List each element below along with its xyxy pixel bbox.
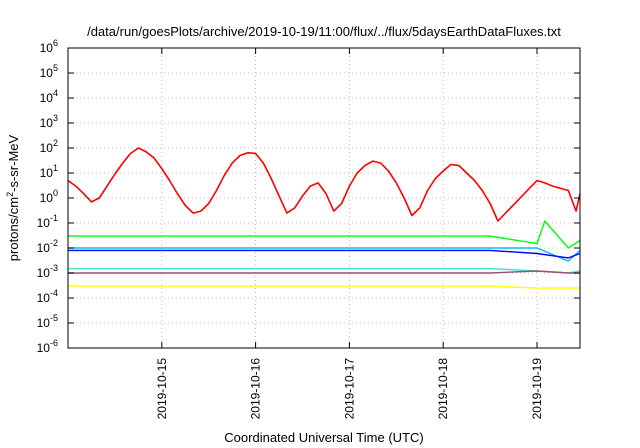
y-tick-exponent: 5 <box>53 63 58 73</box>
y-axis-label-suffix: -s-sr-MeV <box>6 134 21 191</box>
y-tick-label: 106 <box>40 38 58 55</box>
chart-title: /data/run/goesPlots/archive/2019-10-19/1… <box>87 24 561 39</box>
x-axis: 2019-10-15 2019-10-16 2019-10-17 2019-10-18… <box>155 48 544 419</box>
y-tick-base: 10 <box>40 191 54 205</box>
y-tick-base: 10 <box>40 66 54 80</box>
y-tick-base: 10 <box>37 291 51 305</box>
y-tick-base: 10 <box>37 216 51 230</box>
series-line <box>68 249 581 259</box>
y-tick-base: 10 <box>37 341 51 355</box>
y-tick-exponent: 0 <box>53 188 58 198</box>
y-tick-base: 10 <box>40 141 54 155</box>
y-axis-label-superscript: 2 <box>5 192 15 197</box>
y-tick-exponent: 6 <box>53 38 58 48</box>
x-axis-label: Coordinated Universal Time (UTC) <box>224 430 423 445</box>
y-tick-label: 105 <box>40 63 58 80</box>
y-tick-base: 10 <box>37 266 51 280</box>
y-tick-base: 10 <box>40 116 54 130</box>
y-axis: 10-610-510-410-310-210-11001011021031041… <box>37 38 580 355</box>
y-tick-base: 10 <box>40 41 54 55</box>
y-tick-label: 10-2 <box>37 238 58 255</box>
y-tick-base: 10 <box>37 316 51 330</box>
y-axis-label-main: protons/cm <box>6 197 21 261</box>
y-tick-label: 101 <box>40 163 58 180</box>
series-line <box>68 285 580 289</box>
series-line <box>68 220 581 249</box>
y-tick-label: 10-6 <box>37 338 58 355</box>
y-tick-base: 10 <box>40 91 54 105</box>
y-tick-exponent: -2 <box>50 238 58 248</box>
y-tick-exponent: -1 <box>50 213 58 223</box>
series-line <box>68 247 581 262</box>
y-tick-exponent: -6 <box>50 338 58 348</box>
y-tick-label: 102 <box>40 138 58 155</box>
y-tick-exponent: -4 <box>50 288 58 298</box>
y-tick-label: 10-3 <box>37 263 58 280</box>
y-tick-label: 10-5 <box>37 313 58 330</box>
x-tick-label: 2019-10-17 <box>342 358 356 420</box>
y-tick-exponent: 1 <box>53 163 58 173</box>
series-line <box>67 147 581 222</box>
x-tick-label: 2019-10-15 <box>155 358 169 420</box>
series-line <box>68 270 580 274</box>
x-tick-label: 2019-10-18 <box>436 358 450 420</box>
y-axis-label: protons/cm2-s-sr-MeV <box>5 134 21 261</box>
y-tick-label: 10-4 <box>37 288 58 305</box>
series-group <box>67 147 581 289</box>
y-tick-exponent: -5 <box>50 313 58 323</box>
y-tick-exponent: 2 <box>53 138 58 148</box>
grid-lines <box>68 48 580 348</box>
y-tick-base: 10 <box>40 166 54 180</box>
x-tick-label: 2019-10-19 <box>530 358 544 420</box>
y-tick-exponent: -3 <box>50 263 58 273</box>
y-tick-exponent: 4 <box>53 88 58 98</box>
y-tick-exponent: 3 <box>53 113 58 123</box>
y-tick-label: 100 <box>40 188 58 205</box>
y-tick-base: 10 <box>37 241 51 255</box>
y-tick-label: 103 <box>40 113 58 130</box>
x-tick-label: 2019-10-16 <box>249 358 263 420</box>
y-tick-label: 10-1 <box>37 213 58 230</box>
y-tick-label: 104 <box>40 88 58 105</box>
